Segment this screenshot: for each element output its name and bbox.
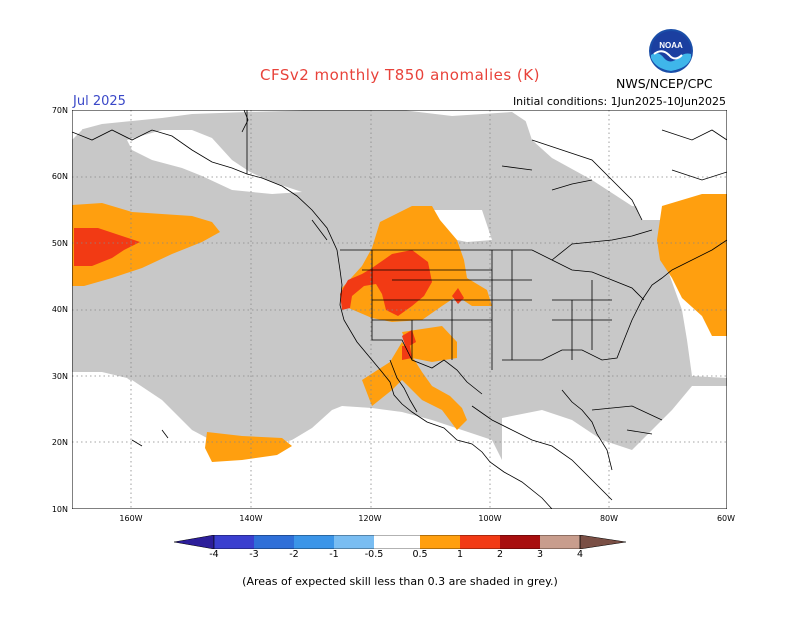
svg-text:NOAA: NOAA — [659, 41, 683, 50]
anomaly-map — [71, 109, 728, 510]
colorbar-segment-1to2 — [460, 535, 500, 549]
colorbar-segment-3to4 — [540, 535, 580, 549]
colorbar-segment-2to1 — [294, 535, 334, 549]
forecast-month: Jul 2025 — [73, 94, 126, 109]
graticule — [72, 110, 727, 509]
colorbar-segment-3to2 — [254, 535, 294, 549]
lat-label-60n: 60N — [51, 172, 68, 181]
colorbar-label-minus4: -4 — [209, 549, 219, 560]
colorbar-label-minus1: -1 — [329, 549, 339, 560]
colorbar-segment-05to1 — [420, 535, 460, 549]
colorbar-segment-2to3 — [500, 535, 540, 549]
lon-label-120w: 120W — [358, 514, 382, 523]
noaa-logo: NOAA — [648, 28, 694, 74]
map-title: CFSv2 monthly T850 anomalies (K) — [260, 66, 540, 84]
colorbar-label-1: 1 — [456, 549, 464, 560]
coastlines — [71, 109, 728, 510]
colorbar-label-minus05: -0.5 — [364, 549, 384, 560]
lat-label-20n: 20N — [51, 438, 68, 447]
colorbar-label-2: 2 — [496, 549, 504, 560]
colorbar-label-3: 3 — [536, 549, 544, 560]
warm-anomaly-red — [74, 228, 464, 360]
lon-label-140w: 140W — [239, 514, 263, 523]
lon-label-60w: 60W — [716, 514, 736, 523]
lat-label-10n: 10N — [51, 505, 68, 514]
lon-label-80w: 80W — [599, 514, 619, 523]
colorbar-segment-lt-4 — [173, 534, 215, 550]
colorbar-segment-1to05 — [334, 535, 374, 549]
lat-label-50n: 50N — [51, 239, 68, 248]
colorbar — [173, 534, 627, 550]
agency-label: NWS/NCEP/CPC — [616, 76, 713, 91]
skill-footnote: (Areas of expected skill less than 0.3 a… — [242, 575, 558, 588]
lat-label-40n: 40N — [51, 305, 68, 314]
lon-label-160w: 160W — [119, 514, 143, 523]
map-svg — [71, 109, 728, 510]
lat-label-30n: 30N — [51, 372, 68, 381]
colorbar-segment-gt-4 — [579, 534, 627, 550]
colorbar-label-minus2: -2 — [289, 549, 299, 560]
lat-label-70n: 70N — [51, 106, 68, 115]
initial-conditions: Initial conditions: 1Jun2025-10Jun2025 — [512, 95, 726, 108]
colorbar-label-minus3: -3 — [249, 549, 259, 560]
colorbar-label-05: 0.5 — [412, 549, 428, 560]
colorbar-segment-neutral — [374, 535, 420, 549]
skilled-areas — [72, 110, 727, 509]
colorbar-segment-4to3 — [214, 535, 254, 549]
colorbar-label-4: 4 — [576, 549, 584, 560]
lon-label-100w: 100W — [478, 514, 502, 523]
